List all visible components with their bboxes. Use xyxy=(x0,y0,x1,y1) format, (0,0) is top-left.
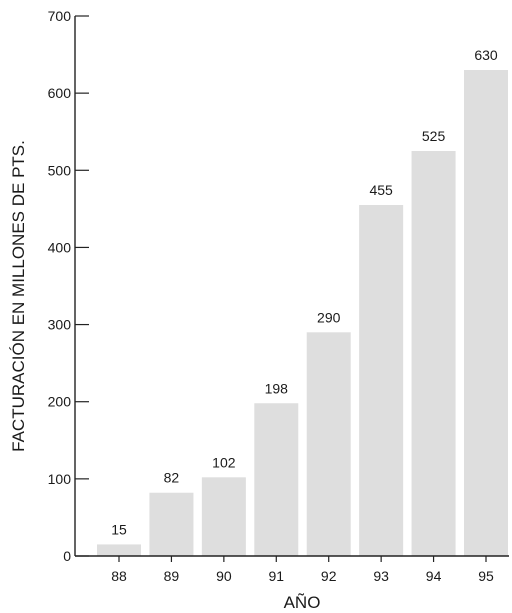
x-axis-title: AÑO xyxy=(284,593,321,612)
y-tick-label: 500 xyxy=(48,162,72,178)
y-axis-ticks: 0 100 200 300 400 500 600 700 xyxy=(48,8,89,564)
bar xyxy=(254,403,298,556)
bar xyxy=(412,151,456,556)
bar xyxy=(359,205,403,556)
bar-value-label: 102 xyxy=(212,454,236,470)
bar xyxy=(202,477,246,556)
x-tick-label: 95 xyxy=(478,568,494,584)
bar-value-label: 290 xyxy=(317,309,341,325)
x-axis-ticks: 88 89 90 91 92 93 94 95 xyxy=(111,556,494,584)
bar-value-label: 630 xyxy=(474,47,498,63)
bar-value-label: 15 xyxy=(111,521,127,537)
y-tick-label: 300 xyxy=(48,317,72,333)
x-tick-label: 88 xyxy=(111,568,127,584)
bar-value-label: 455 xyxy=(369,182,393,198)
x-tick-label: 93 xyxy=(373,568,389,584)
bar-value-label: 82 xyxy=(164,470,180,486)
x-tick-label: 92 xyxy=(321,568,337,584)
x-tick-label: 94 xyxy=(426,568,442,584)
y-tick-label: 400 xyxy=(48,239,72,255)
x-tick-label: 91 xyxy=(268,568,284,584)
y-tick-label: 200 xyxy=(48,394,72,410)
bar xyxy=(307,332,351,556)
bar xyxy=(464,70,508,556)
x-tick-label: 89 xyxy=(164,568,180,584)
bars-group xyxy=(97,70,508,556)
y-tick-label: 100 xyxy=(48,471,72,487)
y-axis-title: FACTURACIÓN EN MILLONES DE PTS. xyxy=(9,140,28,452)
y-tick-label: 700 xyxy=(48,8,72,24)
bar xyxy=(149,493,193,556)
bar-value-label: 198 xyxy=(265,380,289,396)
y-tick-label: 600 xyxy=(48,85,72,101)
bar xyxy=(97,544,141,556)
y-tick-label: 0 xyxy=(63,548,71,564)
bar-value-label: 525 xyxy=(422,128,446,144)
x-tick-label: 90 xyxy=(216,568,232,584)
